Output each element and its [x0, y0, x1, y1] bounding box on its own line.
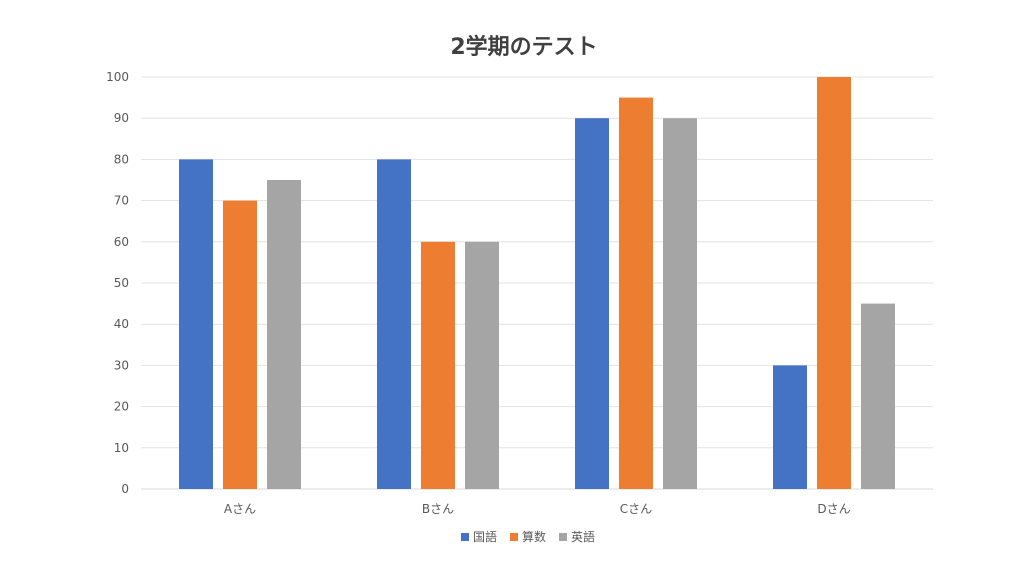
bar — [377, 159, 411, 489]
x-tick-label: Bさん — [422, 502, 454, 516]
y-tick-label: 100 — [106, 70, 129, 84]
x-tick-label: Dさん — [817, 502, 850, 516]
legend: 国語 算数 英語 — [461, 529, 595, 544]
y-tick-label: 20 — [114, 400, 129, 414]
y-tick-label: 60 — [114, 235, 129, 249]
legend-label: 算数 — [522, 529, 546, 544]
legend-label: 英語 — [571, 529, 595, 544]
bar — [575, 118, 609, 489]
bar — [619, 97, 653, 489]
x-tick-label: Aさん — [224, 502, 256, 516]
bars — [179, 77, 895, 489]
bar — [179, 159, 213, 489]
bar — [267, 180, 301, 489]
legend-label: 国語 — [473, 529, 497, 544]
gridlines — [141, 76, 933, 490]
bar — [663, 118, 697, 489]
x-tick-label: Cさん — [620, 502, 652, 516]
y-tick-label: 30 — [114, 358, 129, 372]
y-tick-label: 40 — [114, 317, 129, 331]
y-tick-label: 70 — [114, 194, 129, 208]
y-tick-label: 10 — [114, 441, 129, 455]
chart-title: 2学期のテスト — [450, 34, 597, 60]
y-axis-tick-labels: 0 10 20 30 40 50 60 70 80 90 100 — [106, 70, 129, 496]
y-tick-label: 80 — [114, 152, 129, 166]
bar — [861, 303, 895, 489]
y-tick-label: 50 — [114, 276, 129, 290]
bar — [773, 365, 807, 489]
bar — [421, 241, 455, 489]
legend-swatch — [461, 533, 469, 541]
legend-swatch — [559, 533, 567, 541]
y-tick-label: 90 — [114, 111, 129, 125]
bar — [465, 241, 499, 489]
legend-swatch — [510, 533, 518, 541]
y-tick-label: 0 — [121, 482, 129, 496]
bar — [223, 200, 257, 489]
bar — [817, 77, 851, 489]
x-axis-tick-labels: Aさん Bさん Cさん Dさん — [224, 502, 851, 516]
